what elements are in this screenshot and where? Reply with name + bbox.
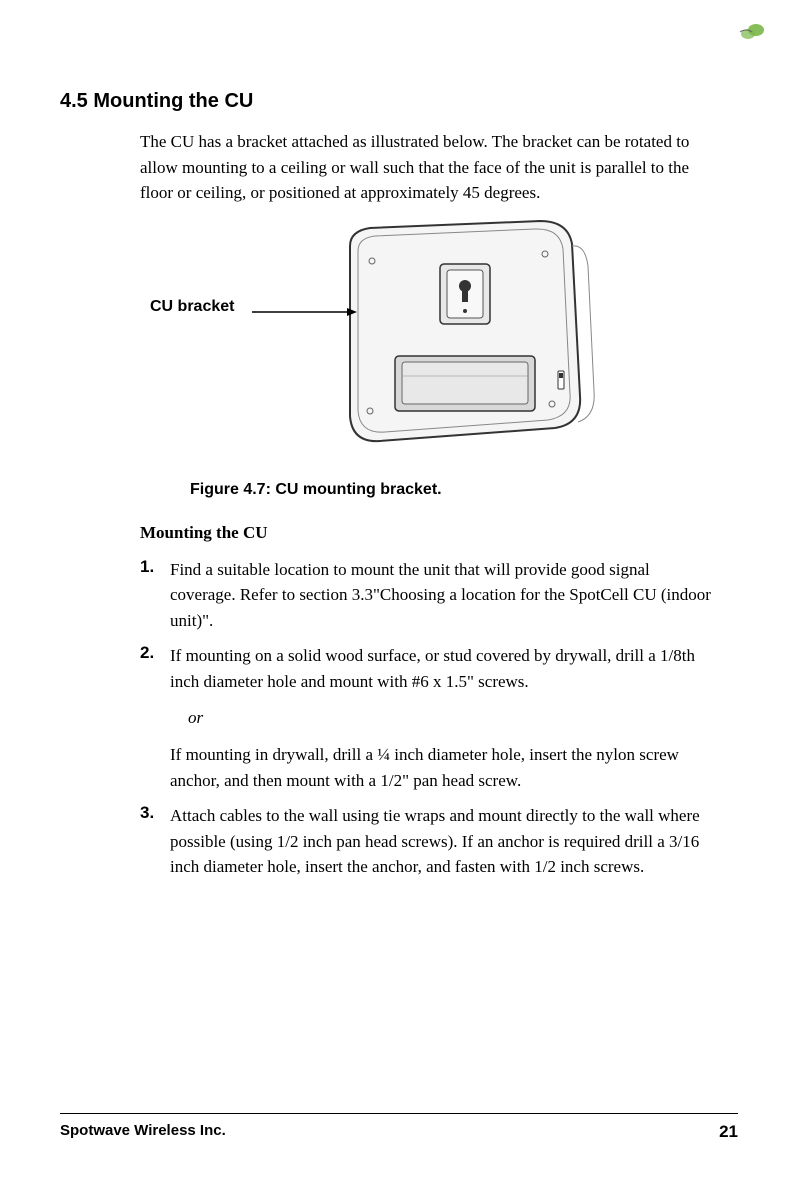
or-text: or [188, 708, 738, 728]
continuation-text: If mounting in drywall, drill a ¼ inch d… [170, 742, 718, 793]
page-footer: Spotwave Wireless Inc. 21 [60, 1113, 738, 1142]
device-illustration [320, 216, 600, 456]
list-item: 2. If mounting on a solid wood surface, … [140, 643, 718, 694]
footer-content: Spotwave Wireless Inc. 21 [60, 1122, 738, 1142]
figure-label: CU bracket [150, 298, 234, 316]
step-text: If mounting on a solid wood surface, or … [170, 643, 718, 694]
mounting-subheading: Mounting the CU [140, 523, 738, 543]
step-text: Attach cables to the wall using tie wrap… [170, 803, 718, 880]
step-number: 1. [140, 557, 170, 634]
footer-page-number: 21 [719, 1122, 738, 1142]
steps-list-continued: 3. Attach cables to the wall using tie w… [140, 803, 718, 880]
arrow-icon [252, 306, 357, 318]
step-number: 2. [140, 643, 170, 694]
figure-container: CU bracket [180, 216, 738, 461]
footer-divider [60, 1113, 738, 1114]
step-number: 3. [140, 803, 170, 880]
section-title: Mounting the CU [93, 90, 253, 112]
list-item: 1. Find a suitable location to mount the… [140, 557, 718, 634]
list-item: 3. Attach cables to the wall using tie w… [140, 803, 718, 880]
section-number: 4.5 [60, 90, 88, 112]
footer-company: Spotwave Wireless Inc. [60, 1122, 226, 1142]
section-heading: 4.5 Mounting the CU [60, 90, 738, 113]
steps-list: 1. Find a suitable location to mount the… [140, 557, 718, 695]
company-logo [736, 20, 768, 49]
step-text: Find a suitable location to mount the un… [170, 557, 718, 634]
intro-paragraph: The CU has a bracket attached as illustr… [140, 129, 718, 206]
figure-caption: Figure 4.7: CU mounting bracket. [190, 481, 738, 499]
